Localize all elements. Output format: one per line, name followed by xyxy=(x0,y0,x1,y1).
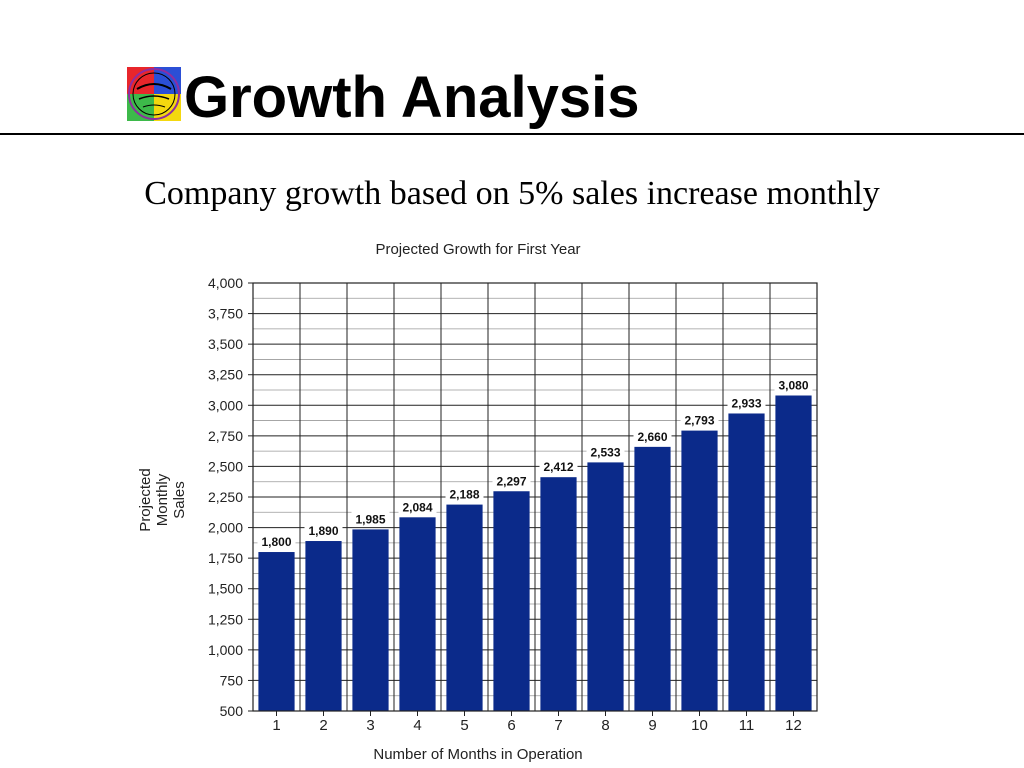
x-tick-label: 5 xyxy=(460,717,468,734)
data-label-bg xyxy=(774,377,813,393)
data-label: 2,660 xyxy=(637,430,667,444)
x-tick-label: 6 xyxy=(507,717,515,734)
bar xyxy=(493,491,530,711)
data-label: 3,080 xyxy=(778,379,808,393)
y-axis-label: ProjectedMonthlySales xyxy=(137,468,188,531)
bar xyxy=(352,529,389,711)
chart-title: Projected Growth for First Year xyxy=(375,241,580,258)
y-tick-label: 2,500 xyxy=(208,458,243,474)
data-label-bg xyxy=(304,523,343,539)
y-tick-label: 3,750 xyxy=(208,306,243,322)
y-tick-label: 4,000 xyxy=(208,275,243,291)
y-tick-label: 1,000 xyxy=(208,642,243,658)
x-axis-label: Number of Months in Operation xyxy=(373,746,582,763)
x-tick-label: 12 xyxy=(785,717,802,734)
data-label-bg xyxy=(257,534,296,550)
data-label-bg xyxy=(445,486,484,502)
bar xyxy=(634,446,671,711)
y-tick-label: 3,500 xyxy=(208,336,243,352)
x-tick-label: 3 xyxy=(366,717,374,734)
bar xyxy=(305,541,342,711)
x-tick-label: 2 xyxy=(319,717,327,734)
y-tick-label: 3,000 xyxy=(208,397,243,413)
bar xyxy=(540,477,577,711)
slide-title: Growth Analysis xyxy=(184,65,640,130)
data-label: 1,985 xyxy=(355,512,385,526)
y-axis-label-line: Projected xyxy=(137,468,154,531)
y-tick-label: 3,250 xyxy=(208,367,243,383)
y-axis-label-line: Sales xyxy=(171,481,188,519)
y-tick-label: 750 xyxy=(220,672,244,688)
y-tick-label: 2,000 xyxy=(208,520,243,536)
data-label: 2,793 xyxy=(684,414,714,428)
x-tick-label: 10 xyxy=(691,717,708,734)
data-label-bg xyxy=(680,412,719,428)
bar xyxy=(681,430,718,711)
data-label-bg xyxy=(633,428,672,444)
data-label-bg xyxy=(586,444,625,460)
data-label: 2,084 xyxy=(402,500,432,514)
y-tick-label: 1,750 xyxy=(208,550,243,566)
data-label: 2,933 xyxy=(731,396,761,410)
data-label: 2,188 xyxy=(449,488,479,502)
y-tick-label: 2,750 xyxy=(208,428,243,444)
x-tick-label: 8 xyxy=(601,717,609,734)
bar xyxy=(728,413,765,711)
x-tick-label: 7 xyxy=(554,717,562,734)
bar xyxy=(258,552,295,711)
bar xyxy=(399,517,436,711)
data-label: 1,800 xyxy=(261,535,291,549)
title-divider xyxy=(0,133,1024,135)
x-tick-label: 1 xyxy=(272,717,280,734)
y-tick-label: 1,500 xyxy=(208,581,243,597)
data-label: 2,412 xyxy=(543,460,573,474)
bar xyxy=(446,504,483,711)
x-tick-label: 4 xyxy=(413,717,421,734)
data-label-bg xyxy=(539,459,578,475)
y-tick-label: 2,250 xyxy=(208,489,243,505)
plot-frame xyxy=(252,282,818,712)
data-label-bg xyxy=(398,499,437,515)
y-tick-label: 500 xyxy=(220,703,244,719)
data-label: 2,533 xyxy=(590,445,620,459)
y-axis-label-line: Monthly xyxy=(154,473,171,526)
data-label-bg xyxy=(492,473,531,489)
data-label: 2,297 xyxy=(496,474,526,488)
club-logo-icon xyxy=(127,67,181,121)
bar xyxy=(775,395,812,711)
data-label-bg xyxy=(727,395,766,411)
y-tick-label: 1,250 xyxy=(208,611,243,627)
x-tick-label: 11 xyxy=(739,717,755,734)
data-label: 1,890 xyxy=(308,524,338,538)
slide-subtitle: Company growth based on 5% sales increas… xyxy=(144,175,880,212)
data-label-bg xyxy=(351,511,390,527)
bar xyxy=(587,462,624,711)
x-tick-label: 9 xyxy=(648,717,656,734)
